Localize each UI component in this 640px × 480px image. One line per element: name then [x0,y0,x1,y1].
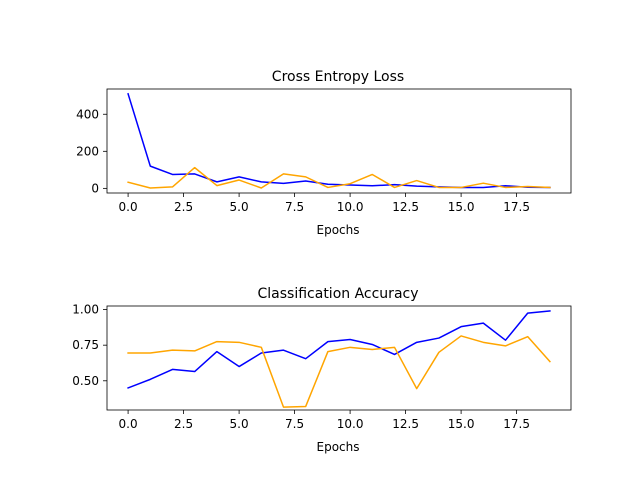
accuracy-x-tick-label: 2.5 [174,417,193,431]
accuracy-y-tick-label: 0.75 [72,338,99,352]
accuracy-plot-area: 0.0 2.5 5.0 7.5 10.0 12.5 15.0 17.5 0.50 0.75 1.00 [72,303,572,431]
loss-series-2-line [127,166,551,189]
accuracy-x-tick-label: 15.0 [448,417,475,431]
loss-x-tick-label: 17.5 [503,200,530,214]
accuracy-series-1-line [127,310,551,389]
loss-x-axis-label: Epochs [317,223,360,237]
loss-x-tick-label: 7.5 [285,200,304,214]
accuracy-y-tick-label: 0.50 [72,374,99,388]
loss-y-tick-label: 400 [76,107,99,121]
accuracy-x-axis-label: Epochs [317,440,360,454]
loss-plot-area: 0.0 2.5 5.0 7.5 10.0 12.5 15.0 17.5 0 200 400 [76,88,572,214]
loss-x-tick-label: 15.0 [448,200,475,214]
accuracy-y-tick-label: 1.00 [72,303,99,317]
loss-y-tick-label: 200 [76,144,99,158]
loss-series-1-line [127,92,551,189]
loss-axes-frame [106,88,572,194]
loss-x-tick-label: 0.0 [119,200,138,214]
loss-x-tick-label: 10.0 [337,200,364,214]
accuracy-x-tick-label: 10.0 [337,417,364,431]
accuracy-x-tick-label: 5.0 [230,417,249,431]
loss-x-tick-label: 2.5 [174,200,193,214]
loss-x-tick-label: 12.5 [392,200,419,214]
accuracy-chart: Classification Accuracy 0.0 2.5 5.0 7.5 10.0… [72,286,572,454]
accuracy-series-2-line [127,335,551,408]
accuracy-x-tick-label: 7.5 [285,417,304,431]
loss-chart: Cross Entropy Loss 0.0 2.5 5.0 7.5 10.0 12.5 1… [76,69,572,237]
loss-x-tick-label: 5.0 [230,200,249,214]
accuracy-axes-frame [106,305,572,411]
loss-y-tick-label: 0 [91,181,99,195]
accuracy-x-tick-label: 0.0 [119,417,138,431]
loss-chart-title: Cross Entropy Loss [272,69,404,85]
accuracy-x-tick-label: 17.5 [503,417,530,431]
accuracy-x-tick-label: 12.5 [392,417,419,431]
accuracy-chart-title: Classification Accuracy [258,286,419,302]
